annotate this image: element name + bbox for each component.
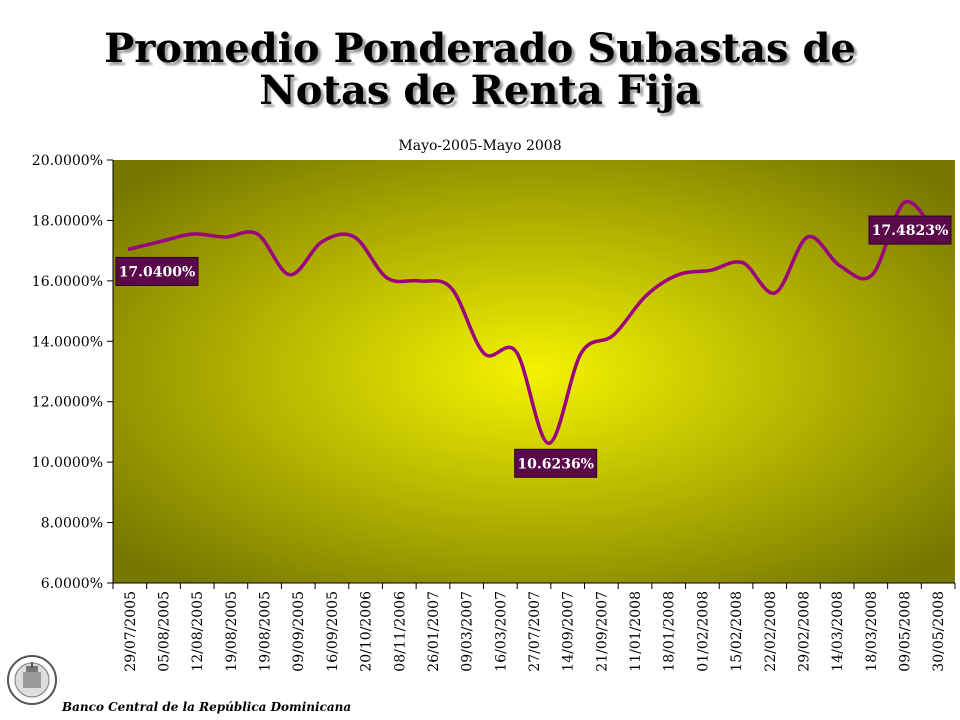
- y-tick-label: 16.0000%: [32, 274, 103, 290]
- x-tick-label: 29/07/2005: [123, 591, 139, 672]
- data-label-box: [868, 215, 952, 245]
- title-line-1: Promedio Ponderado Subastas de: [104, 25, 856, 72]
- x-tick-label: 15/02/2008: [729, 591, 745, 672]
- data-label-box: [514, 448, 598, 478]
- x-tick-label: 18/03/2008: [864, 591, 880, 672]
- x-tick-label: 26/01/2007: [426, 591, 442, 672]
- y-tick-label: 10.0000%: [32, 455, 103, 471]
- y-tick-label: 14.0000%: [32, 334, 103, 350]
- x-tick-label: 19/08/2005: [258, 591, 274, 672]
- y-tick-label: 8.0000%: [41, 516, 103, 532]
- x-tick-label: 29/02/2008: [796, 591, 812, 672]
- footer-bank-name: Banco Central de la República Dominicana: [62, 700, 352, 714]
- data-label: 10.6236%: [517, 456, 594, 472]
- x-tick-label: 18/01/2008: [662, 591, 678, 672]
- x-tick-label: 21/09/2007: [594, 591, 610, 672]
- x-tick-label: 14/09/2007: [561, 591, 577, 672]
- title-line-2: Notas de Renta Fija: [259, 67, 701, 114]
- series-line: [127, 199, 939, 446]
- chart-subtitle: Mayo-2005-Mayo 2008: [398, 138, 562, 154]
- data-label: 17.4823%: [872, 223, 949, 239]
- x-tick-label: 19/08/2005: [224, 591, 240, 672]
- x-tick-label: 01/02/2008: [695, 591, 711, 672]
- y-tick-label: 18.0000%: [32, 213, 103, 229]
- x-tick-label: 20/10/2006: [359, 591, 375, 672]
- x-tick-label: 12/08/2005: [190, 591, 206, 672]
- central-bank-logo: [7, 655, 57, 705]
- x-tick-label: 27/07/2007: [527, 591, 543, 672]
- x-tick-label: 09/09/2005: [291, 591, 307, 672]
- x-tick-label: 09/05/2008: [897, 591, 913, 672]
- x-tick-label: 09/03/2007: [460, 591, 476, 672]
- x-tick-label: 11/01/2008: [628, 591, 644, 672]
- x-tick-label: 30/05/2008: [931, 591, 947, 672]
- x-tick-label: 16/09/2005: [325, 591, 341, 672]
- plot-area: [113, 160, 955, 583]
- data-label: 17.0400%: [119, 264, 196, 280]
- y-tick-label: 20.0000%: [32, 153, 103, 169]
- x-tick-label: 16/03/2007: [493, 591, 509, 672]
- x-tick-label: 14/03/2008: [830, 591, 846, 672]
- x-tick-label: 05/08/2005: [157, 591, 173, 672]
- y-tick-label: 12.0000%: [32, 395, 103, 411]
- x-tick-label: 22/02/2008: [763, 591, 779, 672]
- data-label-box: [115, 256, 199, 286]
- chart-title: Promedio Ponderado Subastas de Notas de …: [0, 28, 960, 112]
- y-tick-label: 6.0000%: [41, 576, 103, 592]
- x-tick-label: 08/11/2006: [392, 591, 408, 672]
